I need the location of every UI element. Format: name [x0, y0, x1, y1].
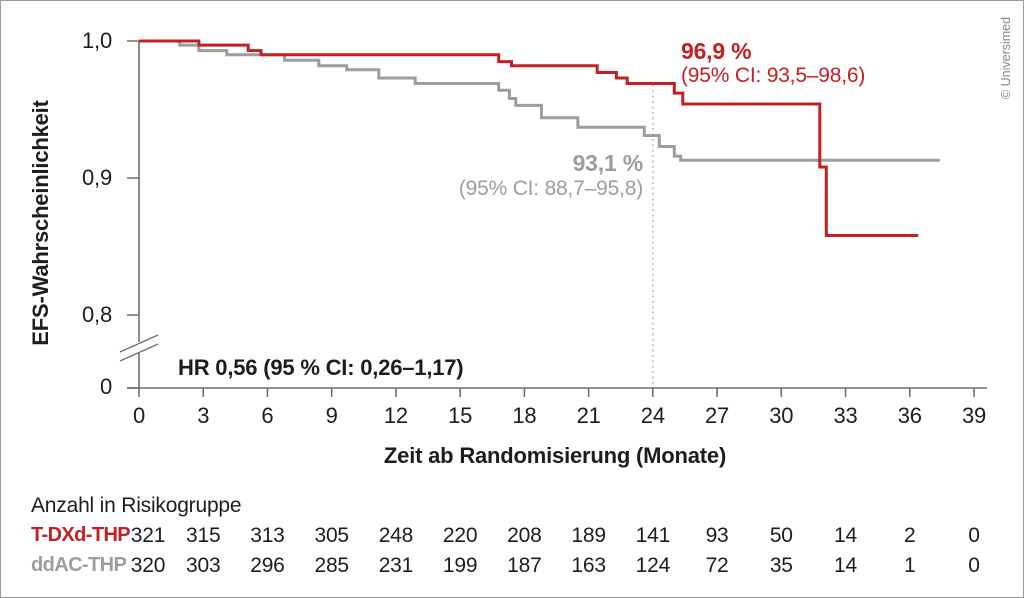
- risk-value: 141: [635, 524, 671, 547]
- risk-value: 285: [314, 554, 349, 577]
- risk-value: 50: [769, 524, 793, 547]
- risk-value: 163: [571, 554, 606, 577]
- risk-value: 124: [635, 554, 671, 577]
- x-tick-label: 3: [197, 403, 210, 428]
- x-tick-label: 6: [261, 403, 274, 428]
- x-tick-marks: [138, 388, 975, 397]
- km-curve-ddac-thp: [139, 39, 940, 162]
- ddac-landmark-ci: (95% CI: 88,7–95,8): [458, 177, 643, 200]
- y-tick-label: 0: [99, 374, 112, 399]
- risk-value: 315: [185, 524, 221, 547]
- y-tick-label: 0,8: [82, 302, 112, 327]
- risk-value: 2: [904, 524, 916, 547]
- risk-value: 35: [769, 554, 793, 577]
- x-tick-label: 18: [512, 403, 537, 428]
- risk-value: 0: [968, 554, 980, 577]
- risk-value: 14: [834, 524, 858, 547]
- risk-value: 305: [314, 524, 349, 547]
- risk-value: 14: [834, 554, 858, 577]
- risk-value: 199: [442, 554, 478, 577]
- y-tick-marks: [127, 40, 139, 389]
- risk-value: 189: [571, 524, 606, 547]
- risk-value: 296: [250, 554, 285, 577]
- copyright-credit: © Universimed: [998, 16, 1013, 100]
- risk-value: 93: [705, 524, 729, 547]
- risk-value: 208: [507, 524, 542, 547]
- risk-value: 313: [250, 524, 285, 547]
- x-tick-label: 36: [897, 403, 922, 428]
- x-tick-label: 24: [640, 403, 665, 428]
- x-tick-label: 0: [132, 403, 146, 428]
- hazard-ratio-annotation: HR 0,56 (95 % CI: 0,26–1,17): [178, 355, 464, 380]
- risk-table-title: Anzahl in Risikogruppe: [31, 494, 242, 517]
- x-tick-label: 15: [448, 403, 473, 428]
- ddac-landmark-value: 93,1 %: [572, 150, 644, 176]
- risk-value: 187: [507, 554, 542, 577]
- y-tick-label: 0,9: [82, 165, 112, 190]
- x-tick-label: 21: [576, 403, 601, 428]
- x-tick-label: 33: [833, 403, 858, 428]
- risk-value: 231: [378, 554, 414, 577]
- risk-value: 220: [442, 524, 478, 547]
- x-tick-label: 9: [325, 403, 338, 428]
- risk-row-label-tdxd-thp: T-DXd-THP: [31, 524, 131, 546]
- y-tick-label: 1,0: [82, 28, 112, 53]
- risk-value: 303: [185, 554, 221, 577]
- x-tick-label: 39: [961, 403, 987, 428]
- risk-value: 0: [968, 524, 980, 547]
- x-tick-label: 30: [769, 403, 794, 428]
- risk-value: 320: [130, 554, 166, 577]
- risk-value: 248: [378, 524, 414, 547]
- risk-value: 72: [705, 554, 729, 577]
- tdxd-landmark-ci: (95% CI: 93,5–98,6): [681, 64, 866, 87]
- tdxd-landmark-value: 96,9 %: [681, 38, 752, 64]
- x-axis-title: Zeit ab Randomisierung (Monate): [383, 443, 727, 468]
- km-curve-t-dxd-thp: [139, 39, 919, 237]
- risk-value: 1: [904, 554, 916, 577]
- risk-value: 321: [130, 524, 166, 547]
- y-axis-title: EFS-Wahrscheinlichkeit: [28, 100, 53, 346]
- axis-break-icon: [119, 334, 159, 362]
- x-tick-label: 27: [705, 403, 730, 428]
- x-tick-label: 12: [383, 403, 408, 428]
- risk-row-label-ddac-thp: ddAC-THP: [31, 554, 127, 576]
